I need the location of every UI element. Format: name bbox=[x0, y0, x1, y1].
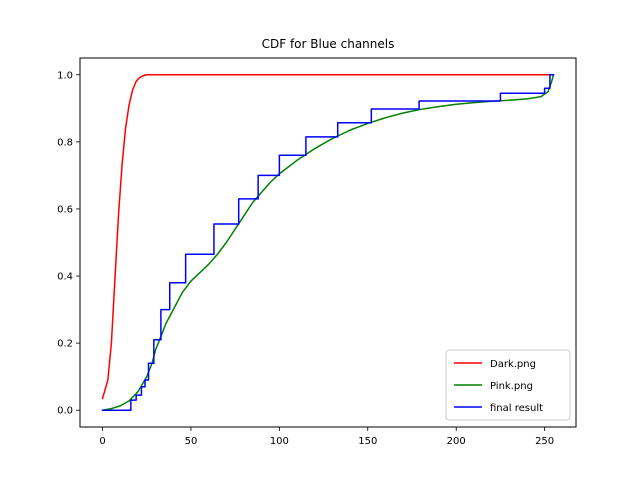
y-tick-label: 0.2 bbox=[57, 339, 73, 350]
series-line-2 bbox=[101, 74, 555, 411]
x-tick-label: 150 bbox=[358, 436, 377, 447]
y-tick-label: 0.8 bbox=[57, 137, 73, 148]
chart-title: CDF for Blue channels bbox=[262, 37, 395, 51]
legend-box bbox=[445, 349, 571, 421]
legend: Dark.png Pink.png final result bbox=[445, 349, 571, 421]
x-tick-label: 200 bbox=[447, 436, 466, 447]
legend-label: Dark.png bbox=[490, 359, 536, 370]
legend-label: Pink.png bbox=[490, 381, 533, 392]
y-tick-label: 0.6 bbox=[57, 204, 73, 215]
x-tick-label: 50 bbox=[185, 436, 198, 447]
axes-frame bbox=[79, 57, 577, 428]
x-axis: 0 50 100 150 200 250 bbox=[99, 427, 554, 447]
x-tick-label: 100 bbox=[270, 436, 289, 447]
legend-label: final result bbox=[490, 403, 543, 414]
x-tick-label: 0 bbox=[99, 436, 105, 447]
y-axis: 0.0 0.2 0.4 0.6 0.8 1.0 bbox=[57, 70, 80, 417]
x-tick-label: 250 bbox=[535, 436, 554, 447]
series-line-0 bbox=[101, 74, 555, 400]
y-tick-label: 1.0 bbox=[57, 70, 73, 81]
y-tick-label: 0.0 bbox=[57, 406, 73, 417]
y-tick-label: 0.4 bbox=[57, 272, 73, 283]
plot-area bbox=[101, 73, 555, 412]
